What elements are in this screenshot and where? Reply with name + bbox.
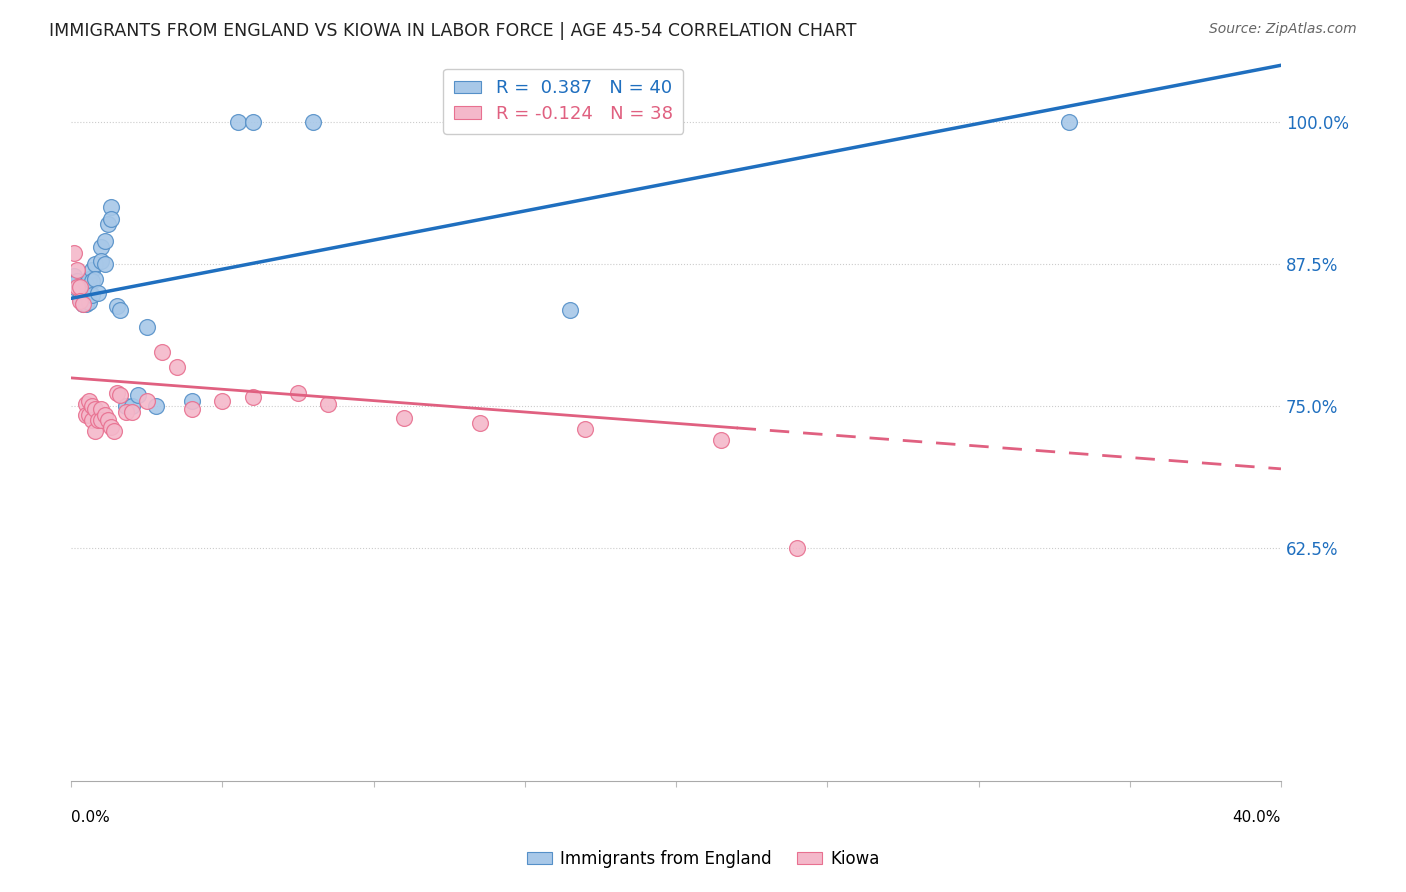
Point <box>100 419 122 434</box>
Text: 40.0%: 40.0% <box>1233 810 1281 825</box>
Point <box>127 388 149 402</box>
Point <box>90 413 112 427</box>
Point <box>135 393 157 408</box>
Point <box>135 319 157 334</box>
Point <box>103 425 125 439</box>
Point <box>84 401 107 416</box>
Point <box>75 397 97 411</box>
Point <box>79 285 101 300</box>
Point <box>82 413 104 427</box>
Point <box>226 115 249 129</box>
Point <box>150 344 173 359</box>
Point <box>100 211 122 226</box>
Point <box>72 297 94 311</box>
Point <box>786 541 808 556</box>
Point <box>287 385 309 400</box>
Point <box>75 277 97 291</box>
Point <box>710 434 733 448</box>
Point <box>108 388 131 402</box>
Point <box>69 280 91 294</box>
Point <box>84 425 107 439</box>
Point <box>105 385 128 400</box>
Point <box>90 240 112 254</box>
Point <box>63 268 86 283</box>
Point <box>90 401 112 416</box>
Point <box>93 257 115 271</box>
Text: 0.0%: 0.0% <box>72 810 110 825</box>
Point <box>318 397 340 411</box>
Point <box>84 272 107 286</box>
Point <box>63 245 86 260</box>
Point <box>69 291 91 305</box>
Point <box>66 274 89 288</box>
Point <box>392 410 415 425</box>
Point <box>100 200 122 214</box>
Point <box>181 401 204 416</box>
Point <box>79 272 101 286</box>
Point <box>63 280 86 294</box>
Point <box>121 400 143 414</box>
Legend: Immigrants from England, Kiowa: Immigrants from England, Kiowa <box>520 844 886 875</box>
Point <box>69 280 91 294</box>
Point <box>66 280 89 294</box>
Point <box>453 115 475 129</box>
Point <box>84 257 107 271</box>
Point <box>90 253 112 268</box>
Point <box>242 390 264 404</box>
Point <box>82 274 104 288</box>
Point <box>75 409 97 423</box>
Legend: R =  0.387   N = 40, R = -0.124   N = 38: R = 0.387 N = 40, R = -0.124 N = 38 <box>443 69 683 134</box>
Point <box>108 302 131 317</box>
Point <box>114 405 136 419</box>
Point <box>166 359 188 374</box>
Point <box>93 235 115 249</box>
Point <box>1057 115 1080 129</box>
Point <box>242 115 264 129</box>
Point <box>87 285 110 300</box>
Point <box>79 294 101 309</box>
Point <box>87 413 110 427</box>
Point <box>72 284 94 298</box>
Point <box>114 400 136 414</box>
Point <box>105 299 128 313</box>
Point <box>560 302 582 317</box>
Point <box>302 115 325 129</box>
Point <box>121 405 143 419</box>
Point <box>75 297 97 311</box>
Point <box>79 409 101 423</box>
Point <box>82 400 104 414</box>
Point <box>75 288 97 302</box>
Point <box>82 263 104 277</box>
Text: Source: ZipAtlas.com: Source: ZipAtlas.com <box>1209 22 1357 37</box>
Point <box>211 393 233 408</box>
Point <box>66 263 89 277</box>
Point <box>145 400 167 414</box>
Text: IMMIGRANTS FROM ENGLAND VS KIOWA IN LABOR FORCE | AGE 45-54 CORRELATION CHART: IMMIGRANTS FROM ENGLAND VS KIOWA IN LABO… <box>49 22 856 40</box>
Point <box>96 413 118 427</box>
Point <box>82 288 104 302</box>
Point <box>93 409 115 423</box>
Point <box>181 393 204 408</box>
Point <box>79 393 101 408</box>
Point <box>468 417 491 431</box>
Point <box>72 297 94 311</box>
Point <box>574 422 596 436</box>
Point <box>69 293 91 308</box>
Point <box>96 218 118 232</box>
